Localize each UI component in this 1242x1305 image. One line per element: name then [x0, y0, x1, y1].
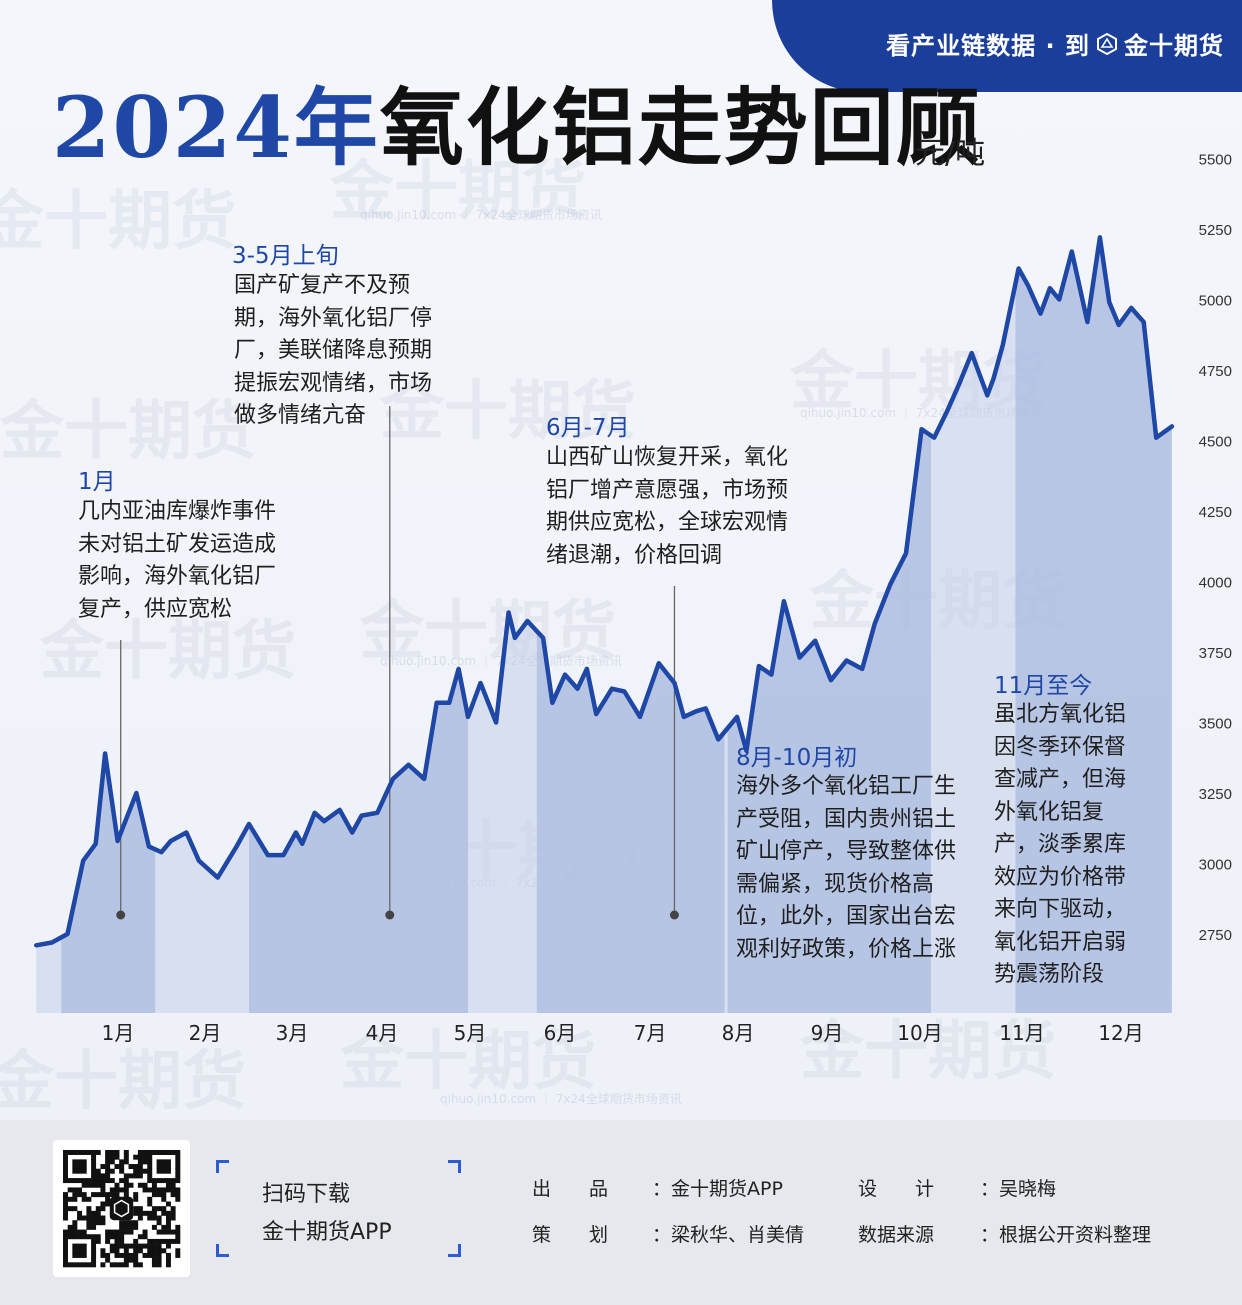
watermark-url: qihuo.jin10.com ｜ 7x24全球期货市场资讯 — [360, 208, 602, 222]
credit-source-value: ：根据公开资料整理 — [980, 1224, 1152, 1246]
title-year: 2024年 — [52, 78, 380, 177]
highlight-band — [1015, 237, 1172, 1013]
annotation-marker-dot — [385, 910, 395, 920]
y-tick-label: 5250 — [1199, 222, 1232, 239]
annotation-aug-oct-body: 海外多个氧化铝工厂生 产受阻，国内贵州铝土 矿山停产，导致整体供 需偏紧，现货价… — [736, 774, 957, 962]
annotation-nov-body: 虽北方氧化铝 因冬季环保督 查减产，但海 外氧化铝复 产，淡季累库 效应为价格带… — [994, 702, 1127, 987]
y-tick-label: 4750 — [1199, 363, 1232, 380]
bracket-bottom-left — [216, 1244, 229, 1257]
tag-text: 看产业链数据 · 到 — [886, 32, 1090, 60]
annotation-mar-may-body: 国产矿复产不及预 期，海外氧化铝厂停 厂，美联储降息预期 提振宏观情绪，市场 做… — [234, 273, 433, 428]
annotation-jan-body: 几内亚油库爆炸事件 未对铝土矿发运造成 影响，海外氧化铝厂 复产，供应宽松 — [78, 499, 277, 622]
annotation-aug-oct-head: 8月-10月初 — [736, 745, 858, 771]
y-tick-label: 4500 — [1199, 433, 1232, 450]
y-tick-label: 5500 — [1199, 151, 1232, 168]
credit-designer-value: ：吴晓梅 — [980, 1178, 1057, 1200]
brand-corner-tag: 看产业链数据 · 到 金十期货 — [772, 0, 1242, 92]
x-tick-label: 4月 — [366, 1021, 399, 1045]
annotation-marker-dot — [116, 910, 126, 920]
highlight-band — [248, 237, 468, 1013]
unit-label: 元/吨 — [915, 136, 986, 171]
credit-producer-label: 出 品 — [532, 1178, 609, 1200]
footer — [0, 1120, 1242, 1305]
brand-logo-icon — [1097, 32, 1117, 55]
annotation-jan-head: 1月 — [78, 469, 116, 495]
x-tick-label: 12月 — [1098, 1021, 1143, 1045]
x-tick-label: 7月 — [634, 1021, 667, 1045]
y-tick-label: 3000 — [1199, 857, 1232, 874]
bracket-bottom-right — [448, 1244, 461, 1257]
y-tick-label: 4000 — [1199, 575, 1232, 592]
title-main: 氧化铝走势回顾 — [379, 78, 982, 177]
annotation-nov-head: 11月至今 — [994, 673, 1093, 699]
app-name: 金十期货APP — [262, 1220, 392, 1245]
credit-planner-value: ：梁秋华、肖美倩 — [652, 1224, 805, 1246]
y-tick-label: 3250 — [1199, 786, 1232, 803]
price-line — [34, 235, 1175, 948]
x-tick-label: 11月 — [999, 1021, 1044, 1045]
y-tick-label: 4250 — [1199, 504, 1232, 521]
credit-producer-value: ：金十期货APP — [652, 1178, 783, 1200]
tag-brand: 金十期货 — [1124, 32, 1224, 60]
annotation-jun-jul-head: 6月-7月 — [546, 415, 630, 441]
x-tick-label: 1月 — [102, 1021, 135, 1045]
y-tick-label: 2750 — [1199, 927, 1232, 944]
x-tick-label: 9月 — [811, 1021, 844, 1045]
page-title: 2024年氧化铝走势回顾 — [52, 78, 982, 178]
credit-source-label: 数据来源 — [858, 1224, 935, 1246]
x-tick-label: 8月 — [722, 1021, 755, 1045]
x-tick-label: 6月 — [544, 1021, 577, 1045]
annotation-jun-jul-body: 山西矿山恢复开采，氧化 铝厂增产意愿强，市场预 期供应宽松，全球宏观情 绪退潮，… — [546, 445, 789, 568]
bracket-top-right — [448, 1160, 461, 1173]
qr-code[interactable] — [53, 1140, 190, 1277]
x-tick-label: 2月 — [189, 1021, 222, 1045]
price-chart: 2750 3000 3250 3500 3750 4000 4250 4500 4750 5000… — [34, 151, 1232, 1045]
y-tick-label: 3750 — [1199, 645, 1232, 662]
qr-label: 扫码下载 — [262, 1182, 351, 1207]
x-tick-label: 10月 — [897, 1021, 942, 1045]
watermark-url: qihuo.jin10.com ｜ 7x24全球期货市场资讯 — [440, 1092, 682, 1106]
annotation-mar-may-head: 3-5月上旬 — [232, 243, 339, 269]
credit-planner-label: 策 划 — [532, 1224, 609, 1246]
qr-code-icon — [63, 1150, 181, 1268]
x-tick-label: 5月 — [454, 1021, 487, 1045]
y-tick-label: 3500 — [1199, 716, 1232, 733]
infographic-canvas: 金十期货 金十期货 金十期货 金十期货 金十期货 金十期货 金十期货 金十期货 … — [0, 0, 1242, 1120]
y-tick-label: 5000 — [1199, 292, 1232, 309]
annotation-marker-dot — [669, 910, 679, 920]
x-tick-label: 3月 — [276, 1021, 309, 1045]
bracket-top-left — [216, 1160, 229, 1173]
credit-designer-label: 设 计 — [858, 1178, 935, 1200]
